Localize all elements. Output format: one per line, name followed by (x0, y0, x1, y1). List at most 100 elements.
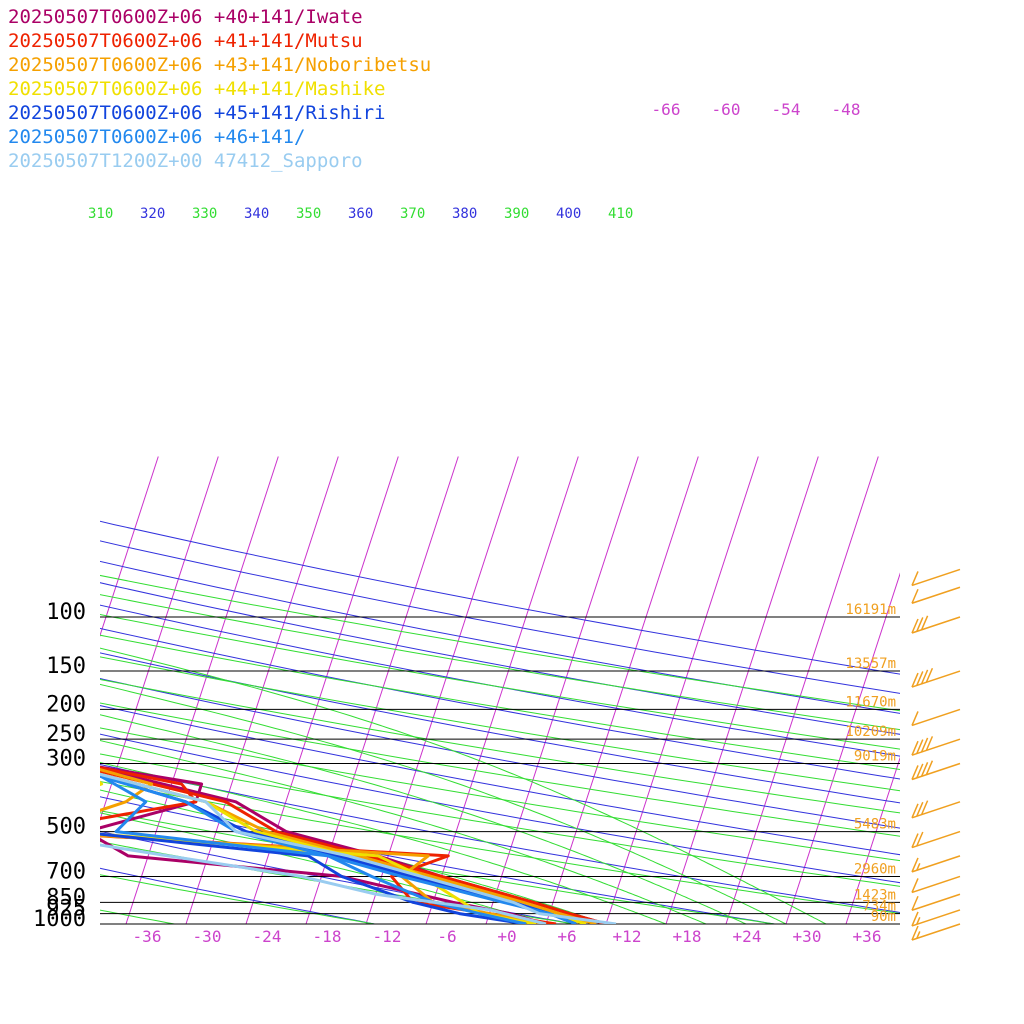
barb-shaft (911, 616, 961, 634)
wind-barb (911, 708, 961, 727)
pressure-label-200: 200 (46, 692, 86, 717)
wind-barb (911, 586, 961, 604)
dry-adiabat-line (100, 763, 900, 913)
barb-flag (920, 615, 929, 631)
series-5 (100, 774, 577, 924)
legend-entry-3: 20250507T0600Z+06 +44+141/Mashike (8, 78, 386, 100)
barb-flag (916, 617, 924, 632)
isotherm-line (0, 456, 98, 924)
isotherm-line (0, 456, 38, 924)
equiv-potential-line (100, 874, 378, 924)
barb-shaft (911, 855, 961, 873)
dry-adiabat-line (100, 678, 900, 829)
barb-shaft (911, 708, 961, 727)
dry-adiabat-line (100, 830, 578, 924)
x-tick-label: +30 (793, 927, 822, 946)
wind-barb (911, 760, 961, 781)
isotherm-line (485, 456, 639, 924)
barb-flag (911, 803, 919, 819)
height-label-250: 10209m (845, 724, 896, 740)
equiv-potential-line (100, 656, 900, 792)
barb-flag (911, 911, 919, 927)
height-label-850: 1423m (854, 887, 896, 903)
isotherm-line (785, 572, 900, 924)
barb-half-flag (916, 917, 921, 925)
height-label-500: 5483m (854, 817, 896, 833)
barb-flag (911, 571, 919, 586)
height-label-300: 9019m (854, 748, 896, 764)
barb-flag (920, 669, 929, 685)
wind-barb (911, 923, 961, 941)
barb-flag (911, 833, 919, 848)
dewpoint-line-6 (100, 843, 547, 924)
x-tick-label: -36 (133, 927, 162, 946)
pressure-label-850: 850 (46, 885, 86, 910)
pressure-label-100: 100 (46, 600, 86, 625)
dry-adiabat-line (100, 867, 378, 924)
dry-adiabat-line (100, 604, 900, 757)
barb-flag (925, 667, 934, 683)
legend-entry-2: 20250507T0600Z+06 +43+141/Noboribetsu (8, 54, 431, 76)
barb-flag (920, 737, 929, 753)
height-label-1000: 90m (871, 909, 896, 925)
pressure-label-700: 700 (46, 859, 86, 884)
pressure-label-1000: 1000 (33, 907, 86, 932)
height-label-100: 16191m (845, 602, 896, 618)
barb-flag (920, 761, 929, 777)
dry-adiabat-line (100, 582, 900, 735)
barb-flag (911, 857, 919, 873)
equiv-potential-line (100, 702, 900, 837)
barb-half-flag (916, 931, 921, 939)
legend-entry-6: 20250507T1200Z+00 47412_Sapporo (8, 150, 363, 172)
wind-barb (911, 568, 961, 587)
equiv-potential-line (100, 841, 578, 924)
x-tick-label: +0 (497, 927, 516, 946)
equiv-potential-line (100, 678, 900, 814)
pressure-label-150: 150 (46, 654, 86, 679)
barb-shaft (911, 670, 961, 688)
x-tick-label: -6 (437, 927, 456, 946)
isotherm-line (100, 456, 159, 638)
isotherm-line (365, 456, 519, 924)
equiv-potential-line (100, 727, 900, 862)
x-tick-label: +36 (853, 927, 882, 946)
isotherm-line (966, 456, 1024, 924)
series-6 (100, 772, 617, 924)
wind-barb (911, 875, 961, 894)
wind-barb (911, 736, 961, 756)
x-tick-label: -24 (253, 927, 282, 946)
barb-flag (911, 878, 919, 893)
legend-entry-4: 20250507T0600Z+06 +45+141/Rishiri (8, 102, 386, 124)
temperature-line-6 (100, 772, 617, 924)
barb-flag (916, 801, 924, 817)
pressure-label-500: 500 (46, 815, 86, 840)
x-tick-label: +18 (673, 927, 702, 946)
x-tick-label: -12 (373, 927, 402, 946)
theta-label: 390 (504, 206, 529, 222)
barb-flag (916, 671, 924, 686)
height-label-700: 2960m (854, 861, 896, 877)
theta-label: 360 (348, 206, 373, 222)
equiv-potential-line (100, 634, 900, 770)
x-tick-label: +12 (613, 927, 642, 946)
barb-flag (916, 739, 924, 754)
equiv-potential-line (100, 614, 900, 750)
isobar-lines (100, 616, 900, 925)
barb-shaft (911, 830, 961, 849)
barb-shaft (911, 923, 961, 941)
wind-barb (911, 893, 961, 911)
pressure-label-300: 300 (46, 746, 86, 771)
wind-barb (911, 855, 961, 873)
barb-shaft (911, 801, 961, 819)
barb-flag (916, 763, 924, 779)
height-label-200: 11670m (845, 694, 896, 710)
legend: 20250507T0600Z+06 +40+141/Iwate 20250507T… (8, 6, 431, 172)
wind-barb (911, 800, 961, 819)
barb-flag (911, 765, 919, 780)
legend-entry-0: 20250507T0600Z+06 +40+141/Iwate (8, 6, 363, 28)
dewpoint-line-5 (100, 774, 527, 924)
height-label-150: 13557m (845, 656, 896, 672)
profile-series (100, 765, 617, 924)
theta-label: 410 (608, 206, 633, 222)
temperature-line-5 (100, 774, 577, 924)
